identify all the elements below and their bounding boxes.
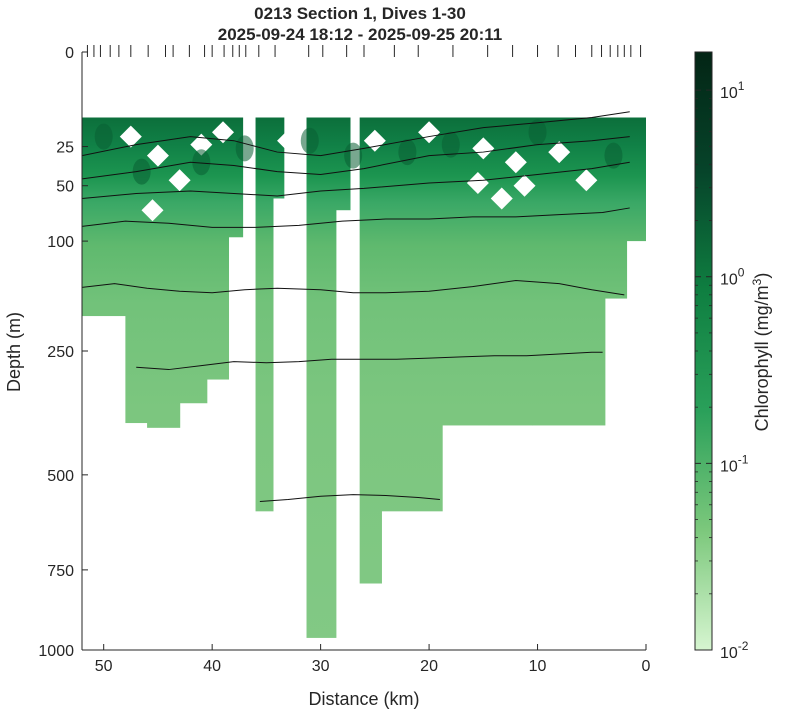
contour-line-0 xyxy=(82,111,630,157)
profile-column-13 xyxy=(488,117,533,426)
y-tick-label: 500 xyxy=(47,468,74,485)
y-tick-label: 0 xyxy=(65,45,74,62)
x-tick-label: 30 xyxy=(312,658,330,675)
profile-column-7 xyxy=(272,117,285,199)
colorbar-label: Chlorophyll (mg/m3) xyxy=(750,273,772,432)
x-tick-label: 40 xyxy=(203,658,221,675)
colorbar-tick-label: 101 xyxy=(720,79,745,102)
contour-line-2 xyxy=(82,161,630,199)
surface-gap-15 xyxy=(141,199,164,222)
contour-line-6 xyxy=(259,494,440,502)
surface-gap-1 xyxy=(146,144,169,167)
chart-subtitle: 2025-09-24 18:12 - 2025-09-25 20:11 xyxy=(218,25,503,44)
profile-column-2 xyxy=(147,117,181,428)
plot-area xyxy=(82,117,646,638)
surface-patch-8 xyxy=(528,119,547,146)
surface-patch-9 xyxy=(604,142,623,169)
colorbar-tick-exp: 0 xyxy=(738,266,745,280)
profile-column-4 xyxy=(206,117,230,380)
profile-column-14 xyxy=(532,117,606,426)
colorbar-tick-base: 10 xyxy=(720,85,738,102)
colorbar-tick-label: 10-2 xyxy=(720,639,749,662)
colorbar-label-main: Chlorophyll (mg/m xyxy=(752,285,772,431)
surface-gap-5 xyxy=(277,129,300,152)
x-tick-label: 50 xyxy=(95,658,113,675)
surface-gap-10 xyxy=(548,141,571,164)
surface-patch-1 xyxy=(132,158,151,185)
surface-gap-9 xyxy=(504,151,527,174)
y-tick-label: 750 xyxy=(47,563,74,580)
colorbar-tick-label: 100 xyxy=(720,266,745,289)
x-tick-label: 20 xyxy=(420,658,438,675)
colorbar-tick-exp: 1 xyxy=(738,79,745,93)
colorbar-tick-exp: -1 xyxy=(738,452,749,466)
surface-patch-3 xyxy=(235,135,254,162)
colorbar-tick-base: 10 xyxy=(720,272,738,289)
surface-gap-0 xyxy=(119,125,142,148)
colorbar-tick-label: 10-1 xyxy=(720,452,749,475)
x-axis-label: Distance (km) xyxy=(308,689,419,709)
y-tick-label: 1000 xyxy=(38,643,74,660)
dive-ticks xyxy=(86,45,642,57)
x-tick-label: 0 xyxy=(642,658,651,675)
surface-gap-2 xyxy=(190,133,213,156)
profile-column-12 xyxy=(442,117,490,426)
colorbar-label-exp: 3 xyxy=(750,278,764,285)
profile-column-0 xyxy=(82,117,126,317)
colorbar-tick-exp: -2 xyxy=(738,639,749,653)
profile-column-10 xyxy=(359,117,382,584)
profile-column-9 xyxy=(335,117,351,211)
y-tick-label: 100 xyxy=(47,234,74,251)
surface-gap-8 xyxy=(472,137,495,160)
profile-column-6 xyxy=(255,117,274,512)
surface-gap-14 xyxy=(513,174,536,197)
y-tick-label: 250 xyxy=(47,344,74,361)
contour-lines xyxy=(82,111,630,502)
surface-gap-6 xyxy=(363,129,386,152)
surface-gap-13 xyxy=(490,187,513,210)
colorbar-tick-base: 10 xyxy=(720,645,738,662)
surface-gap-3 xyxy=(168,169,191,192)
profile-column-16 xyxy=(626,117,646,242)
surface-patch-2 xyxy=(192,149,211,176)
contour-line-4 xyxy=(82,279,625,296)
profile-column-11 xyxy=(381,117,443,512)
colorbar-tick-base: 10 xyxy=(720,458,738,475)
surface-gap-4 xyxy=(212,121,234,144)
profile-column-8 xyxy=(306,117,337,638)
surface-patch-5 xyxy=(344,142,363,169)
y-tick-label: 50 xyxy=(56,179,74,196)
surface-patch-4 xyxy=(300,127,319,154)
surface-patch-0 xyxy=(94,123,113,150)
colorbar-label-close: ) xyxy=(752,273,772,279)
chart-title: 0213 Section 1, Dives 1-30 xyxy=(254,4,466,23)
contour-line-1 xyxy=(82,136,630,180)
contour-line-5 xyxy=(136,351,603,371)
contour-line-3 xyxy=(82,207,630,228)
y-axis-label: Depth (m) xyxy=(4,312,24,392)
y-tick-label: 25 xyxy=(56,140,74,157)
surface-gap-11 xyxy=(575,169,598,192)
surface-patch-7 xyxy=(441,131,460,158)
surface-gap-12 xyxy=(466,172,489,195)
x-tick-label: 10 xyxy=(529,658,547,675)
